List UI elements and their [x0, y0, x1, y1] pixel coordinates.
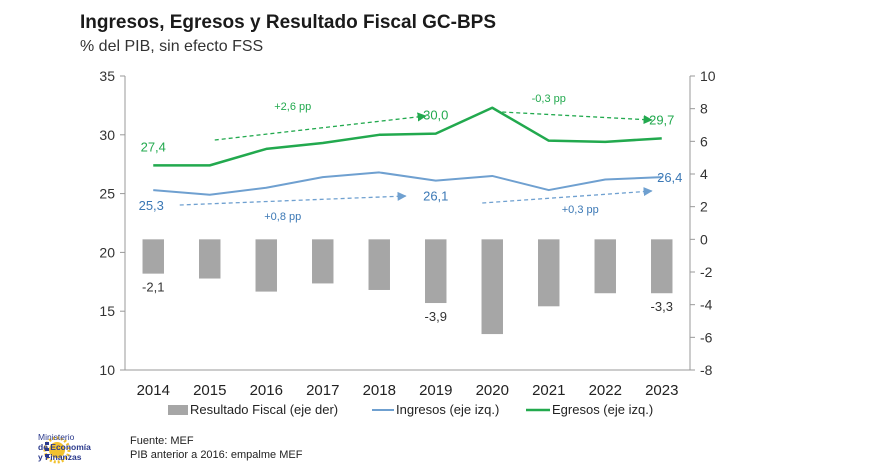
y-right-tick-label: -2 [700, 264, 713, 280]
y-right-tick-label: 4 [700, 166, 708, 182]
line-series [153, 106, 662, 196]
x-tick-label: 2023 [645, 382, 678, 399]
y-left-tick-label: 35 [99, 68, 115, 84]
bar-resultado-fiscal [142, 239, 164, 274]
bar-resultado-fiscal [368, 239, 390, 290]
bar-resultado-fiscal [255, 239, 277, 292]
data-label: 30,0 [423, 108, 448, 123]
data-label: -3,9 [425, 309, 447, 324]
bar-resultado-fiscal [312, 239, 334, 284]
logo-line-2: de Economía [38, 442, 91, 452]
data-label: 29,7 [649, 112, 674, 127]
source-line-1: Fuente: MEF [130, 435, 194, 447]
logo-line-3: y Finanzas [38, 452, 82, 462]
trend-annotation-label: +2,6 pp [274, 101, 311, 113]
data-label: 25,3 [139, 198, 164, 213]
data-labels: 27,4 30,0 29,7 25,3 26,1 26,4 -2,1 -3,9 -3,3 [139, 108, 683, 324]
y-right-tick-label: -8 [700, 362, 713, 378]
trend-arrow [482, 187, 653, 204]
line-egresos [153, 106, 662, 167]
chart-subtitle: % del PIB, sin efecto FSS [80, 38, 264, 55]
trend-arrow [502, 111, 653, 125]
legend-swatch-resultado [168, 405, 188, 415]
legend-label-ingresos: Ingresos (eje izq.) [396, 402, 499, 417]
y-right-tick-label: 10 [700, 68, 716, 84]
trend-annotation-label: -0,3 pp [532, 93, 566, 105]
x-tick-label: 2017 [306, 382, 339, 399]
x-tick-label: 2018 [363, 382, 396, 399]
fiscal-chart: 10 15 20 25 30 35 -8 -6 -4 -2 0 2 4 6 8 10 2014 2015 2016 2… [99, 68, 715, 417]
source-note: Fuente: MEF PIB anterior a 2016: empalme… [130, 434, 302, 462]
ministry-logo-text: Ministerio de Economía y Finanzas [38, 432, 91, 462]
y-right-tick-label: -4 [700, 297, 713, 313]
legend-label-egresos: Egresos (eje izq.) [552, 402, 653, 417]
bar-resultado-fiscal [651, 239, 673, 294]
y-right-tick-label: 2 [700, 199, 708, 215]
bar-resultado-fiscal [425, 239, 447, 304]
x-tick-label: 2015 [193, 382, 226, 399]
chart-title: Ingresos, Egresos y Resultado Fiscal GC-… [80, 12, 497, 33]
x-tick-label: 2016 [250, 382, 283, 399]
uruguay-sun-logo [43, 436, 71, 464]
x-tick-label: 2020 [476, 382, 509, 399]
line-ingresos [153, 171, 662, 196]
y-left-tick-label: 30 [99, 127, 115, 143]
legend-label-resultado: Resultado Fiscal (eje der) [190, 402, 338, 417]
chart-axes: 10 15 20 25 30 35 -8 -6 -4 -2 0 2 4 6 8 10 2014 2015 2016 2… [99, 68, 715, 399]
x-tick-label: 2019 [419, 382, 452, 399]
x-tick-label: 2021 [532, 382, 565, 399]
x-tick-label: 2022 [589, 382, 622, 399]
source-line-2: PIB anterior a 2016: empalme MEF [130, 449, 303, 461]
bar-resultado-fiscal [538, 239, 560, 307]
bar-resultado-fiscal [199, 239, 221, 279]
chart-legend: Resultado Fiscal (eje der) Ingresos (eje … [168, 402, 653, 417]
y-right-tick-label: 0 [700, 231, 708, 247]
bar-resultado-fiscal [481, 239, 503, 335]
trend-annotation-label: +0,3 pp [562, 204, 599, 216]
data-label: 26,4 [657, 170, 682, 185]
y-right-tick-label: 6 [700, 133, 708, 149]
trend-annotation-label: +0,8 pp [264, 211, 301, 223]
trend-arrow [179, 191, 407, 206]
y-left-tick-label: 10 [99, 362, 115, 378]
trend-arrow [214, 112, 427, 141]
bar-resultado-fiscal [594, 239, 616, 294]
y-left-tick-label: 25 [99, 186, 115, 202]
logo-line-1: Ministerio [38, 432, 75, 442]
bar-series [142, 239, 673, 335]
data-label: -3,3 [651, 299, 673, 314]
x-tick-label: 2014 [137, 382, 170, 399]
trend-annotations: +2,6 pp -0,3 pp +0,8 pp +0,3 pp [179, 93, 653, 223]
data-label: -2,1 [142, 280, 164, 295]
data-label: 26,1 [423, 189, 448, 204]
y-left-tick-label: 20 [99, 244, 115, 260]
y-right-tick-label: 8 [700, 101, 708, 117]
y-right-tick-label: -6 [700, 329, 713, 345]
y-left-tick-label: 15 [99, 303, 115, 319]
data-label: 27,4 [141, 139, 166, 154]
